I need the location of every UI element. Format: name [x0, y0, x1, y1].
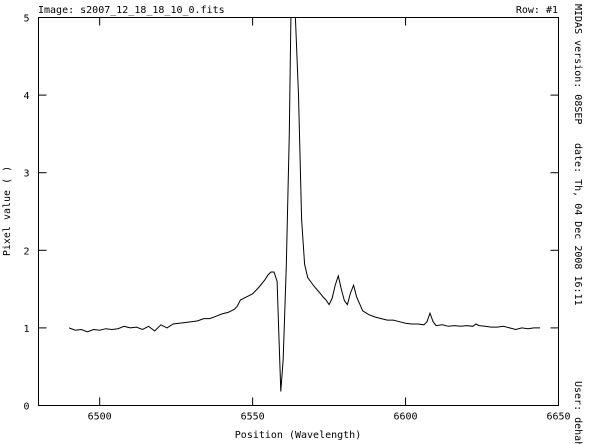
- plot-frame: [38, 17, 559, 406]
- date-label: date: Th, 04 Dec 2008 16:11: [572, 143, 583, 306]
- y-tick-label: 2: [23, 246, 29, 257]
- y-tick-label: 3: [23, 169, 29, 180]
- x-tick-label: 6500: [88, 412, 112, 423]
- y-tick-label: 5: [23, 14, 29, 25]
- x-tick-label: 6600: [394, 412, 418, 423]
- x-axis-label: Position (Wavelength): [235, 430, 361, 441]
- x-tick-label: 6550: [241, 412, 265, 423]
- x-tick-label: 6650: [546, 412, 570, 423]
- y-tick-label: 4: [23, 91, 29, 102]
- x-axis-ticks: 6500 6550 6600 6650: [88, 17, 571, 423]
- spectrum-line: [68, 17, 541, 392]
- y-tick-label: 0: [23, 402, 29, 413]
- row-label: Row: #1: [516, 5, 558, 16]
- image-label: Image: s2007_12_18_18_10_0.fits: [38, 5, 225, 16]
- y-tick-label: 1: [23, 324, 29, 335]
- user-label: User: dehah: [572, 381, 583, 444]
- midas-version-label: MIDAS version: 08SEP: [572, 4, 583, 124]
- y-axis-label: Pixel value ( ): [2, 166, 13, 256]
- y-axis-ticks: 0 1 2 3 4 5: [23, 14, 559, 413]
